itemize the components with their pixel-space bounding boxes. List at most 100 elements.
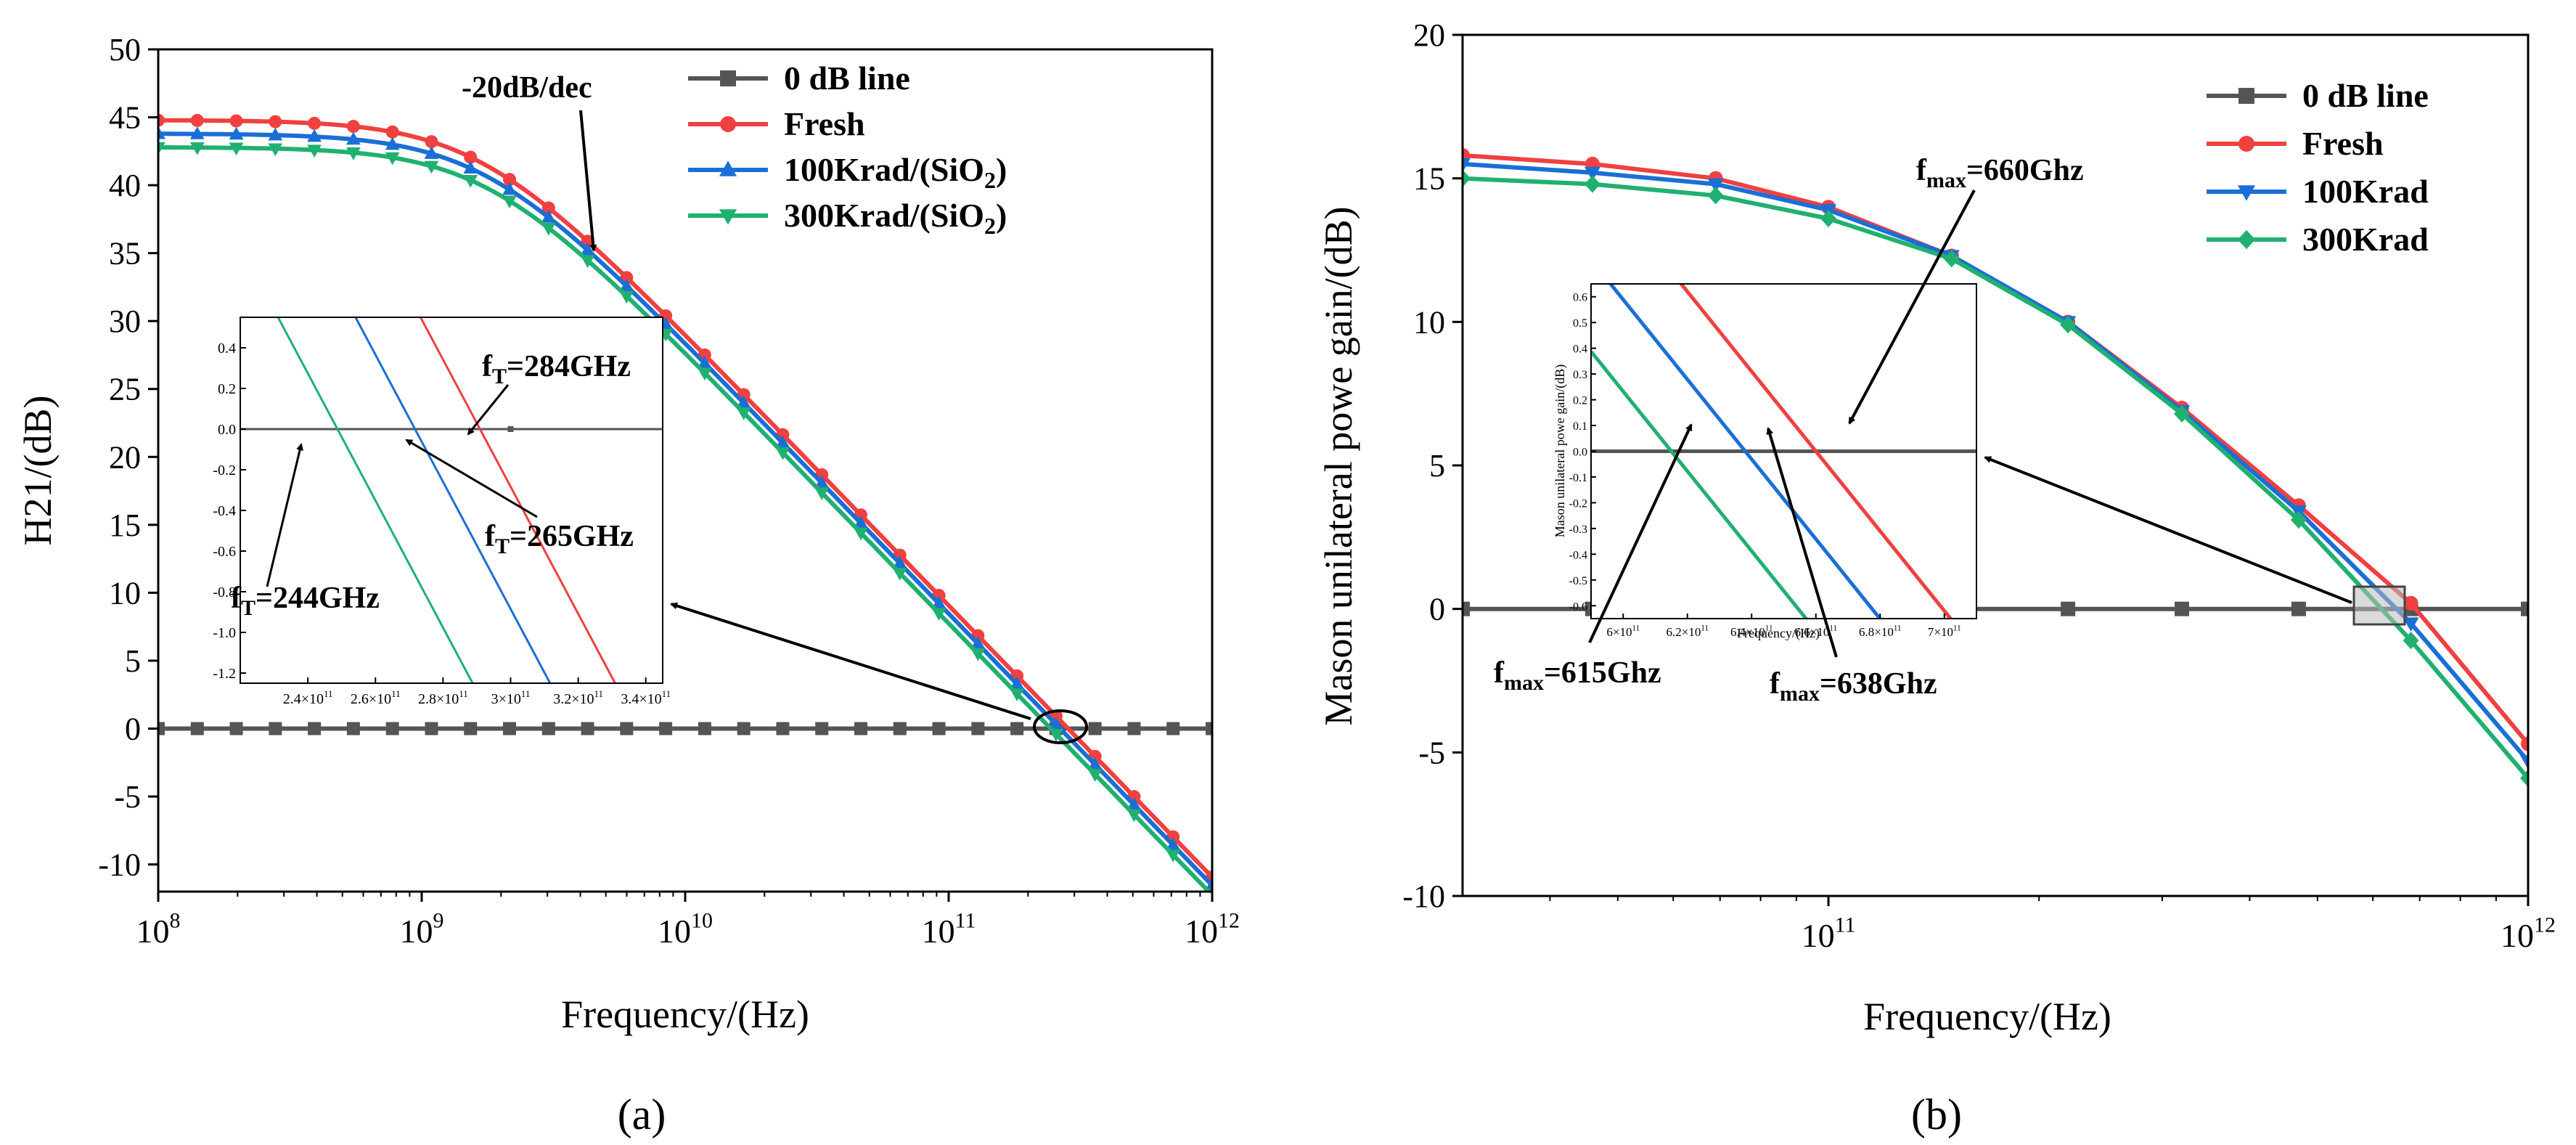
a-point-100krad-sio2 [1166, 837, 1181, 851]
a-point-100krad-sio2 [814, 475, 830, 489]
bi-series-300krad [1591, 350, 1809, 619]
b-point-0-db-line [2521, 601, 2528, 616]
a-point-0-db-line [1206, 722, 1212, 736]
a-point-0-db-line [971, 722, 985, 736]
bi-y-tick-label: -0.2 [1569, 497, 1587, 510]
legend-label-0-db-line: 0 dB line [2302, 77, 2429, 114]
a-y-tick-label-20: 20 [109, 439, 141, 475]
a-point-300krad-sio2 [189, 142, 205, 155]
legend-entry-fresh: Fresh [688, 105, 865, 142]
a-y-tick-label-45: 45 [109, 100, 141, 136]
panel-a-inset-arrow-fresh [467, 384, 510, 436]
b-point-300krad [2520, 769, 2528, 787]
panel-b-ticks: -10 -5 0 5 10 15 20 1011 1012 [1402, 17, 2556, 954]
panel-b-inset-series [1591, 284, 1976, 619]
a-point-300krad-sio2 [229, 142, 244, 156]
legend-marker-300krad-sio2 [719, 209, 737, 225]
a-y-tick-label-35: 35 [109, 236, 141, 272]
a-point-0-db-line [541, 722, 555, 736]
a-point-300krad-sio2 [814, 487, 830, 500]
panel-b-fmax-arrow-300krad [1588, 423, 1693, 643]
a-point-300krad-sio2 [892, 568, 907, 581]
a-point-0-db-line [464, 722, 478, 736]
ai-line-300krad-sio2 [277, 317, 474, 683]
legend-entry-100krad-sio2: 100Krad/(SiO2) [688, 151, 1007, 193]
bi-y-tick-label: -0.4 [1569, 549, 1587, 561]
b-point-300krad [2290, 511, 2307, 529]
a-line-100krad-sio2 [158, 131, 1212, 887]
panel-a-x-axis-title: Frequency/(Hz) [561, 993, 809, 1036]
a-point-0-db-line [698, 722, 711, 736]
a-y-tick-label-15: 15 [109, 508, 141, 543]
a-point-100krad-sio2 [307, 129, 322, 142]
ai-x-tick-label: 3.4×1011 [621, 688, 671, 707]
a-x-tick-label-4: 1012 [1185, 908, 1240, 950]
ai-y-tick-label: -1.0 [213, 625, 236, 641]
a-point-0-db-line [1127, 722, 1141, 736]
panel-b-x-axis-title: Frequency/(Hz) [1863, 995, 2111, 1038]
a-point-0-db-line [229, 722, 243, 736]
a-point-300krad-sio2 [1010, 688, 1025, 701]
ai-x-tick-label: 3.2×1011 [553, 688, 603, 707]
a-point-100krad-sio2 [541, 210, 556, 223]
panel-a-inset-frame [240, 317, 663, 684]
legend-entry-fresh: Fresh [2207, 125, 2384, 162]
bi-series-100krad [1608, 284, 1883, 619]
a-point-300krad-sio2 [931, 608, 946, 622]
a-point-100krad-sio2 [931, 595, 946, 609]
a-point-fresh [541, 201, 555, 215]
panel-b-fmax-arrow-fresh [1848, 190, 1976, 425]
a-point-100krad-sio2 [892, 555, 907, 569]
a-point-100krad-sio2 [619, 278, 634, 292]
a-y-tick-label--5: -5 [114, 779, 141, 815]
b-y-tick-label--5: -5 [1418, 735, 1445, 770]
a-point-300krad-sio2 [775, 447, 790, 460]
bi-y-tick-label: 0.1 [1573, 420, 1587, 433]
a-point-0-db-line [503, 722, 516, 736]
panel-a-letter: (a) [618, 1091, 666, 1138]
a-point-300krad-sio2 [1166, 849, 1181, 863]
a-point-100krad-sio2 [385, 136, 400, 150]
panel-b-fmax-label-300krad: fmax=615Ghz [1494, 656, 1661, 695]
a-y-tick-label-0: 0 [125, 711, 141, 746]
ai-series-100krad-sio2 [354, 317, 552, 683]
a-point-0-db-line [1088, 722, 1102, 736]
ai-x-tick-label: 2.8×1011 [418, 688, 468, 707]
ai-x-tick-label: 2.6×1011 [351, 688, 401, 707]
b-y-tick-label--10: -10 [1402, 879, 1445, 914]
a-point-fresh [229, 114, 243, 128]
a-point-300krad-sio2 [307, 144, 322, 158]
legend-marker-300krad [2237, 229, 2256, 250]
ai-point-0-db-line [507, 426, 514, 432]
bi-line-fresh [1678, 284, 1953, 619]
panel-a-inset: -1.2 -1.0 -0.8 -0.6 -0.4 -0.2 0.0 0.2 0.4 2.4×101… [213, 317, 671, 707]
legend-label-fresh: Fresh [2302, 125, 2384, 162]
b-y-tick-label-10: 10 [1413, 304, 1445, 340]
legend-entry-0-db-line: 0 dB line [688, 60, 910, 97]
b-series-300krad [1463, 169, 2528, 787]
bi-x-tick-label: 6×1011 [1606, 624, 1640, 639]
panel-b-inset-y-title: Mason unilateral powe gain/(dB) [1553, 364, 1568, 537]
a-point-300krad-sio2 [1127, 809, 1142, 823]
bi-x-tick-label: 6.8×1011 [1859, 624, 1901, 639]
a-point-300krad-sio2 [697, 367, 712, 381]
b-y-tick-label-5: 5 [1429, 448, 1445, 484]
panel-b-chart: -10 -5 0 5 10 15 20 1011 1012 Frequency/(Hz) Mas… [1317, 17, 2556, 1138]
a-point-300krad-sio2 [970, 648, 986, 661]
a-point-300krad-sio2 [385, 152, 400, 166]
bi-x-tick-label: 6.2×1011 [1667, 624, 1709, 639]
panel-a-inset-arrow-100krad [405, 439, 538, 518]
a-point-fresh [308, 116, 322, 130]
b-point-0-db-line [2174, 601, 2189, 616]
a-point-100krad-sio2 [1087, 757, 1103, 770]
legend-marker-0-db-line [2238, 88, 2254, 104]
bi-y-tick-label: -0.6 [1569, 600, 1587, 613]
a-point-0-db-line [659, 722, 673, 736]
a-point-100krad-sio2 [1205, 877, 1212, 891]
b-y-tick-label-15: 15 [1413, 161, 1445, 197]
bi-series-fresh [1678, 284, 1953, 619]
bi-x-tick-label: 6.6×1011 [1795, 624, 1837, 639]
a-point-fresh [346, 120, 360, 134]
panel-a-inset-ticks: -1.2 -1.0 -0.8 -0.6 -0.4 -0.2 0.0 0.2 0.4 2.4×101… [213, 341, 671, 707]
